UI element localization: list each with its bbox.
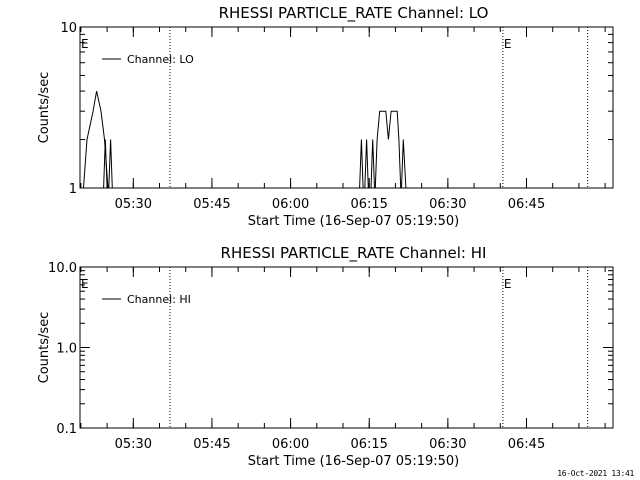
chart-title: RHESSI PARTICLE_RATE Channel: HI bbox=[221, 244, 487, 263]
series-line-segment bbox=[370, 139, 375, 189]
plot-timestamp: 16-Oct-2021 13:41 bbox=[557, 469, 634, 478]
legend-label: Channel: HI bbox=[127, 293, 191, 306]
y-tick-label: 10.0 bbox=[48, 261, 77, 276]
event-marker-label: E bbox=[504, 37, 512, 51]
plot-frame bbox=[79, 26, 614, 189]
x-axis-label: Start Time (16-Sep-07 05:19:50) bbox=[248, 214, 459, 229]
series-line-segment bbox=[359, 139, 364, 189]
y-tick-label: 1.0 bbox=[56, 342, 77, 357]
chart-panel-1: RHESSI PARTICLE_RATE Channel: LO 1 10 Count… bbox=[37, 4, 614, 229]
y-tick-label: 1 bbox=[69, 182, 77, 197]
series-line-segment bbox=[108, 139, 113, 189]
x-tick-label: 06:15 bbox=[350, 437, 387, 452]
series-line-segment bbox=[374, 110, 402, 189]
x-tick-label: 05:45 bbox=[193, 197, 230, 212]
x-axis-label: Start Time (16-Sep-07 05:19:50) bbox=[248, 454, 459, 469]
x-tick-label: 06:30 bbox=[429, 197, 466, 212]
x-tick-label: 06:30 bbox=[429, 437, 466, 452]
x-tick-label: 05:30 bbox=[115, 197, 152, 212]
x-tick-label: 06:00 bbox=[272, 437, 309, 452]
y-axis-label: Counts/sec bbox=[37, 312, 52, 384]
event-marker-label: E bbox=[81, 37, 89, 51]
plot-frame bbox=[79, 266, 614, 429]
series-line-segment bbox=[364, 139, 369, 189]
legend-label: Channel: LO bbox=[127, 53, 194, 66]
x-tick-label: 06:45 bbox=[508, 437, 545, 452]
chart-title: RHESSI PARTICLE_RATE Channel: LO bbox=[219, 4, 489, 23]
series-line-segment bbox=[83, 90, 109, 189]
series-line-segment bbox=[103, 139, 108, 189]
x-tick-label: 06:15 bbox=[350, 197, 387, 212]
x-tick-label: 06:45 bbox=[508, 197, 545, 212]
x-tick-label: 06:00 bbox=[272, 197, 309, 212]
event-marker-label: E bbox=[504, 277, 512, 291]
event-marker-label: E bbox=[81, 277, 89, 291]
series-line-segment bbox=[401, 139, 407, 189]
y-axis-label: Counts/sec bbox=[37, 72, 52, 144]
y-tick-label: 0.1 bbox=[56, 422, 77, 437]
x-tick-label: 05:45 bbox=[193, 437, 230, 452]
y-tick-label: 10 bbox=[60, 21, 77, 36]
x-tick-label: 05:30 bbox=[115, 437, 152, 452]
chart-panel-2: RHESSI PARTICLE_RATE Channel: HI 0.1 1.0 10… bbox=[37, 244, 614, 469]
